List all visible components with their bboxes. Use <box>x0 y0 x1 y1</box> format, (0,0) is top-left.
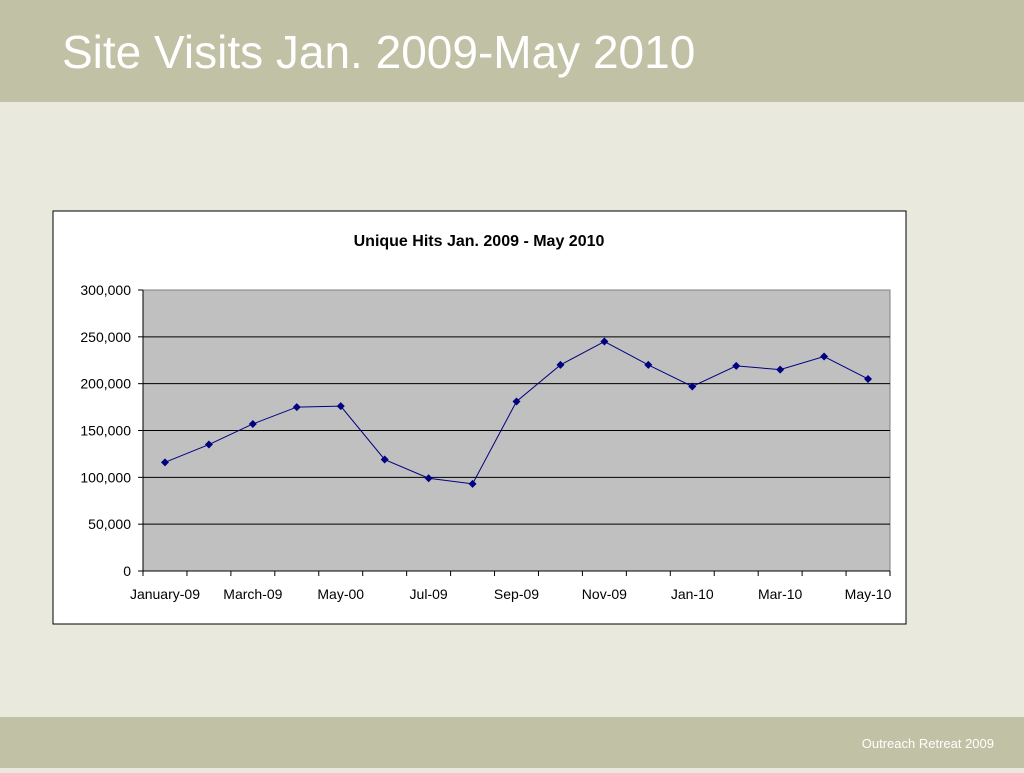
footer-band <box>0 717 1024 768</box>
data-point <box>424 474 433 483</box>
data-point <box>380 455 389 464</box>
x-tick-label: March-09 <box>223 586 282 602</box>
chart-title: Unique Hits Jan. 2009 - May 2010 <box>354 233 605 250</box>
footer-text: Outreach Retreat 2009 <box>862 736 994 751</box>
data-point <box>556 360 565 369</box>
y-tick-label: 300,000 <box>80 282 131 298</box>
slide-title: Site Visits Jan. 2009-May 2010 <box>62 26 695 78</box>
data-point <box>864 374 873 383</box>
data-point <box>776 365 785 374</box>
y-tick-label: 200,000 <box>80 376 131 392</box>
data-point <box>292 403 301 412</box>
x-tick-label: Nov-09 <box>582 586 627 602</box>
y-tick-label: 150,000 <box>80 423 131 439</box>
data-point <box>512 397 521 406</box>
data-point <box>336 402 345 411</box>
x-tick-label: May-10 <box>845 586 892 602</box>
data-point <box>732 361 741 370</box>
x-tick-label: Mar-10 <box>758 586 803 602</box>
data-point <box>688 382 697 391</box>
data-point <box>160 458 169 467</box>
data-point <box>204 440 213 449</box>
x-tick-label: May-00 <box>317 586 364 602</box>
data-point <box>248 419 257 428</box>
x-tick-label: Jul-09 <box>410 586 448 602</box>
data-point <box>468 479 477 488</box>
data-point <box>820 352 829 361</box>
header-band <box>0 0 1024 102</box>
y-tick-label: 100,000 <box>80 469 131 485</box>
x-tick-label: Sep-09 <box>494 586 539 602</box>
data-point <box>644 360 653 369</box>
y-tick-label: 250,000 <box>80 329 131 345</box>
data-point <box>600 337 609 346</box>
x-tick-label: Jan-10 <box>671 586 714 602</box>
y-tick-label: 0 <box>123 563 131 579</box>
x-tick-label: January-09 <box>130 586 200 602</box>
y-tick-label: 50,000 <box>88 516 131 532</box>
